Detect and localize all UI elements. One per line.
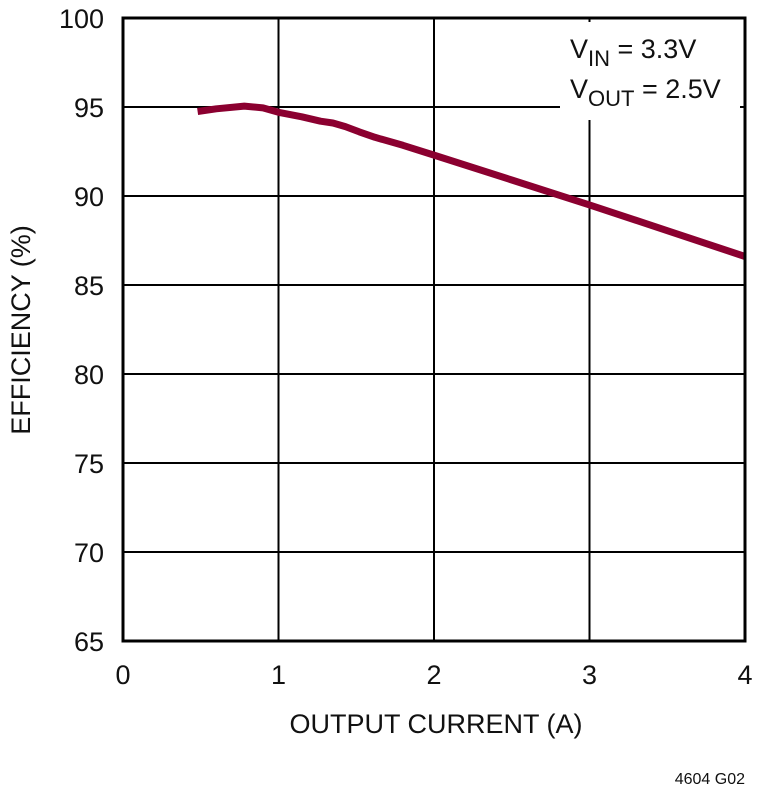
plot-frame (121, 16, 747, 643)
x-tick-label: 3 (582, 660, 597, 690)
y-tick-label: 75 (74, 449, 104, 479)
x-tick-label: 4 (737, 660, 752, 690)
y-tick-label: 80 (74, 360, 104, 390)
x-tick-labels: 0 1 2 3 4 (115, 660, 752, 690)
x-axis-label: OUTPUT CURRENT (A) (289, 709, 582, 739)
x-tick-label: 1 (271, 660, 286, 690)
y-tick-label: 100 (59, 4, 104, 34)
y-tick-label: 65 (74, 627, 104, 657)
y-tick-label: 85 (74, 271, 104, 301)
y-tick-label: 95 (74, 93, 104, 123)
y-tick-label: 90 (74, 182, 104, 212)
x-tick-label: 2 (426, 660, 441, 690)
annotation-line: VIN = 3.3V (570, 34, 696, 71)
y-axis-label: EFFICIENCY (%) (6, 225, 36, 435)
efficiency-curve (197, 102, 747, 260)
figure-code: 4604 G02 (675, 771, 745, 788)
annotation-line: VOUT = 2.5V (570, 74, 721, 111)
y-tick-labels: 65 70 75 80 85 90 95 100 (59, 4, 104, 657)
y-tick-label: 70 (74, 538, 104, 568)
annotation-background (560, 22, 740, 120)
x-tick-label: 0 (115, 660, 130, 690)
